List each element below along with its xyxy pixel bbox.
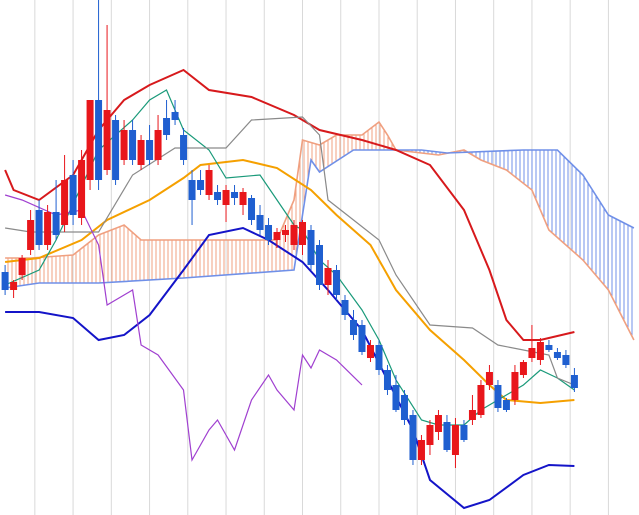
candle-body xyxy=(502,400,510,410)
candle-body xyxy=(239,192,247,205)
candle-body xyxy=(511,372,519,400)
candle-body xyxy=(468,410,476,420)
candle-body xyxy=(44,212,52,245)
candle-body xyxy=(86,100,94,180)
candle-body xyxy=(163,118,171,135)
candle-body xyxy=(146,140,154,160)
candle-body xyxy=(137,140,145,165)
candle-body xyxy=(341,300,349,315)
candle-body xyxy=(536,342,544,360)
candle-body xyxy=(426,425,434,445)
candle-body xyxy=(1,272,9,290)
candle-body xyxy=(78,160,86,218)
candle-body xyxy=(52,212,60,235)
candle-body xyxy=(562,355,570,365)
candle-body xyxy=(494,385,502,408)
candle-body xyxy=(460,425,468,440)
senkou-span-a xyxy=(5,120,635,341)
indicator-line xyxy=(5,226,575,510)
candle-body xyxy=(400,395,408,420)
candle-body xyxy=(35,210,43,245)
candle-body xyxy=(324,268,332,285)
candle-body xyxy=(434,415,442,432)
candle-body xyxy=(451,425,459,455)
candle-body xyxy=(366,345,374,358)
candle-body xyxy=(69,175,77,215)
candle-body xyxy=(205,170,213,195)
candle-body xyxy=(120,130,128,160)
candle-body xyxy=(383,370,391,390)
indicator-line xyxy=(5,116,575,386)
candle-body xyxy=(154,130,162,160)
candle-body xyxy=(214,192,222,200)
candle-body xyxy=(61,180,69,225)
senkou-span-b xyxy=(4,149,635,289)
candle-body xyxy=(553,352,561,358)
candle-body xyxy=(265,225,273,240)
candle-body xyxy=(307,230,315,265)
candle-body xyxy=(316,245,323,285)
candle-body xyxy=(180,135,188,160)
candle-body xyxy=(443,422,451,450)
candle-body xyxy=(10,282,18,290)
indicator-line xyxy=(4,194,363,462)
candle-body xyxy=(375,345,383,370)
candle-body xyxy=(417,440,425,460)
candle-body xyxy=(392,385,400,410)
candle-body xyxy=(290,225,298,245)
candle-body xyxy=(273,232,281,240)
candle-body xyxy=(129,130,137,160)
candle-body xyxy=(188,180,196,200)
candle-body xyxy=(282,230,290,235)
candle-body xyxy=(477,385,485,415)
candle-body xyxy=(18,258,26,275)
candle-body xyxy=(528,348,536,358)
candle-body xyxy=(545,345,553,350)
candle-body xyxy=(519,362,527,375)
candle-body xyxy=(485,372,493,385)
candle-body xyxy=(409,415,417,460)
candle-body xyxy=(27,220,35,250)
candle-body xyxy=(231,192,239,198)
candle-body xyxy=(332,270,340,295)
candle-body xyxy=(103,110,111,170)
candle-body xyxy=(358,325,366,352)
candle-body xyxy=(171,112,179,120)
candle-body xyxy=(349,320,357,335)
candle-body xyxy=(256,215,264,230)
candle-body xyxy=(95,100,103,180)
candle-body xyxy=(197,180,205,190)
candle-body xyxy=(570,375,578,388)
candle-body xyxy=(299,222,307,245)
candle-body xyxy=(248,198,256,220)
candle-body xyxy=(112,120,120,180)
candle-body xyxy=(222,190,230,205)
